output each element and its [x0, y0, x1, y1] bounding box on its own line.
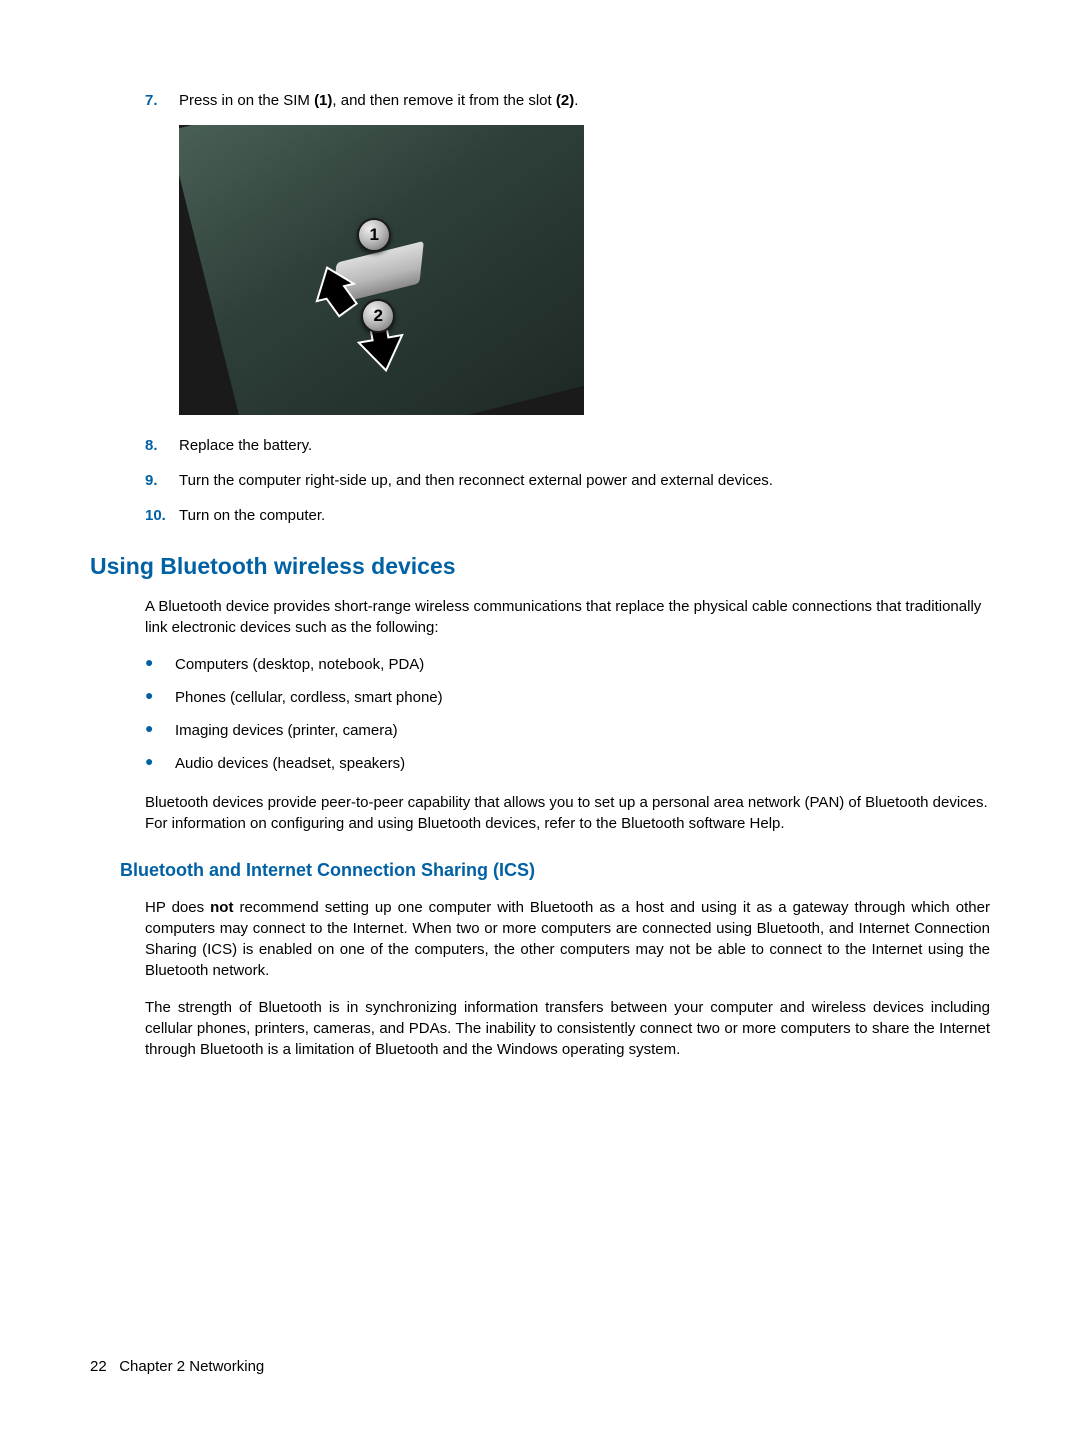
list-text: Phones (cellular, cordless, smart phone) — [175, 687, 990, 708]
list-text: Audio devices (headset, speakers) — [175, 753, 990, 774]
step-number: 7. — [145, 90, 179, 111]
bluetooth-peer-paragraph: Bluetooth devices provide peer-to-peer c… — [145, 792, 990, 834]
heading-bluetooth-devices: Using Bluetooth wireless devices — [90, 550, 990, 582]
text-segment: . — [574, 92, 578, 109]
step-7: 7. Press in on the SIM (1), and then rem… — [145, 90, 990, 111]
step-9: 9. Turn the computer right-side up, and … — [145, 470, 990, 491]
list-item: ● Computers (desktop, notebook, PDA) — [145, 654, 990, 675]
step-text: Replace the battery. — [179, 435, 990, 456]
step-text: Turn on the computer. — [179, 505, 990, 526]
page-footer: 22 Chapter 2 Networking — [90, 1356, 264, 1377]
ics-paragraph-1: HP does not recommend setting up one com… — [145, 897, 990, 981]
list-item: ● Audio devices (headset, speakers) — [145, 753, 990, 774]
bullet-icon: ● — [145, 687, 175, 708]
step-number: 9. — [145, 470, 179, 491]
text-bold: (1) — [314, 92, 332, 109]
list-item: ● Phones (cellular, cordless, smart phon… — [145, 687, 990, 708]
chapter-label: Chapter 2 Networking — [119, 1358, 264, 1375]
text-segment: recommend setting up one computer with B… — [145, 899, 990, 979]
callout-badge-1: 1 — [357, 218, 391, 252]
step-text: Turn the computer right-side up, and the… — [179, 470, 990, 491]
text-segment: Press in on the SIM — [179, 92, 314, 109]
text-segment: HP does — [145, 899, 210, 916]
step-number: 10. — [145, 505, 179, 526]
sim-removal-illustration: 1 2 — [179, 125, 990, 415]
bullet-icon: ● — [145, 753, 175, 774]
bluetooth-intro-paragraph: A Bluetooth device provides short-range … — [145, 596, 990, 638]
page-number: 22 — [90, 1358, 107, 1375]
step-8: 8. Replace the battery. — [145, 435, 990, 456]
list-item: ● Imaging devices (printer, camera) — [145, 720, 990, 741]
heading-bluetooth-ics: Bluetooth and Internet Connection Sharin… — [120, 858, 990, 883]
text-bold: (2) — [556, 92, 574, 109]
document-page: 7. Press in on the SIM (1), and then rem… — [0, 0, 1080, 1437]
list-text: Imaging devices (printer, camera) — [175, 720, 990, 741]
bullet-icon: ● — [145, 720, 175, 741]
bullet-icon: ● — [145, 654, 175, 675]
list-text: Computers (desktop, notebook, PDA) — [175, 654, 990, 675]
text-segment: , and then remove it from the slot — [332, 92, 555, 109]
step-10: 10. Turn on the computer. — [145, 505, 990, 526]
illustration-canvas: 1 2 — [179, 125, 584, 415]
text-bold: not — [210, 899, 233, 916]
callout-badge-2: 2 — [361, 299, 395, 333]
step-number: 8. — [145, 435, 179, 456]
step-text: Press in on the SIM (1), and then remove… — [179, 90, 990, 111]
ics-paragraph-2: The strength of Bluetooth is in synchron… — [145, 997, 990, 1060]
